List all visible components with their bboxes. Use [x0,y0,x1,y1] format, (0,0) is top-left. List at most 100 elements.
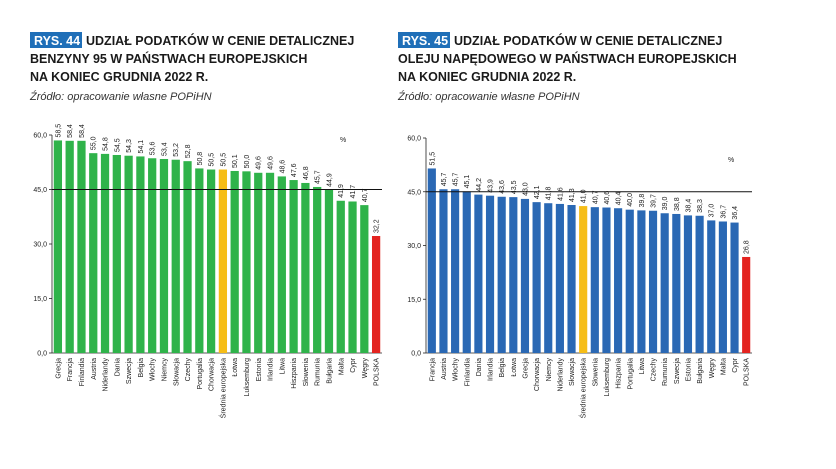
bar [637,210,646,353]
value-label: 41,7 [350,185,357,199]
bar [742,256,751,353]
x-tick-label: Dania [476,358,483,376]
value-label: 49,6 [256,156,263,170]
chart-title: BENZYNY 95 W PAŃSTWACH EUROPEJSKICH [30,51,307,66]
x-tick-label: Chorwacja [534,358,541,391]
value-label: 53,4 [161,142,168,156]
x-tick-label: Austria [441,358,448,380]
bar [100,153,110,353]
y-tick-label: 60,0 [407,136,421,143]
value-label: 41,9 [338,184,345,198]
x-tick-label: Słowenia [303,358,310,387]
value-label: 41,3 [569,188,576,202]
x-tick-label: Niemcy [546,358,553,382]
value-label: 41,6 [557,187,564,201]
chart-title: NA KONIEC GRUDNIA 2022 R. [30,70,208,84]
y-tick-label: 15,0 [33,296,47,303]
value-label: 53,2 [173,143,180,157]
x-tick-label: Niderlandy [103,358,110,392]
value-label: 39,7 [651,194,658,208]
x-tick-label: Szwecja [674,358,681,384]
bar [672,213,681,353]
value-label: 26,8 [744,240,751,254]
value-label: 53,6 [150,142,157,156]
unit: % [728,157,734,164]
bar [124,155,133,353]
bar [451,189,460,353]
value-label: 58,5 [55,124,62,138]
bar [360,205,369,353]
bar [289,180,298,353]
x-tick-label: Węgry [362,358,369,379]
x-tick-label: Luksemburg [604,358,611,397]
bar [497,196,506,353]
bar [206,169,216,353]
x-tick-label: POLSKA [744,358,751,386]
x-tick-label: Cypr [350,357,357,372]
bar [567,205,576,353]
x-tick-label: Węgry [709,358,716,379]
bar [112,154,121,353]
value-label: 47,6 [291,163,298,177]
x-tick-label: Słowacja [173,358,180,386]
x-tick-label: Chorwacja [209,358,216,391]
value-label: 48,6 [279,160,286,174]
x-tick-label: Francja [67,358,74,381]
x-tick-label: Łotwa [511,358,518,377]
y-tick-label: 30,0 [407,243,421,250]
x-tick-label: Czechy [185,358,192,382]
value-label: 54,5 [114,138,121,152]
x-tick-label: Szwecja [126,358,133,384]
chart-title: OLEJU NAPĘDOWEGO W PAŃSTWACH EUROPEJSKIC… [398,51,737,66]
x-tick-label: Słowacja [569,358,576,386]
value-label: 51,5 [429,152,436,166]
y-tick-label: 45,0 [33,187,47,194]
x-tick-label: Finlandia [79,358,86,387]
x-tick-label: Bułgaria [697,358,704,384]
bar [336,200,345,353]
x-tick-label: Hiszpania [616,358,623,389]
value-label: 32,2 [374,219,381,233]
x-tick-label: Włochy [150,358,157,381]
x-tick-label: Estonia [256,358,263,381]
x-tick-label: Słowenia [592,358,599,387]
x-tick-label: Portugalia [627,358,634,390]
bar [301,182,310,353]
value-label: 38,8 [674,197,681,211]
chart-title: UDZIAŁ PODATKÓW W CENIE DETALICZNEJ [454,33,722,48]
bar [474,194,483,353]
x-tick-label: Finlandia [464,358,471,387]
value-label: 40,7 [592,190,599,204]
source: Źródło: opracowanie własne POPiHN [397,90,580,103]
value-label: 55,0 [91,136,98,150]
value-label: 40,0 [627,193,634,207]
chart-title: NA KONIEC GRUDNIA 2022 R. [398,70,576,84]
value-label: 52,8 [185,144,192,158]
bar [544,203,553,353]
bar [660,213,669,353]
x-tick-label: POLSKA [374,358,381,386]
value-label: 50,5 [220,153,227,167]
bar [579,206,588,353]
bar [89,153,98,353]
x-tick-label: Rumunia [315,358,322,386]
value-label: 44,9 [326,173,333,187]
bar [695,215,704,353]
x-tick-label: Cypr [732,357,739,372]
bar [614,208,623,353]
badge-bg [30,32,82,48]
bar [532,202,541,353]
x-tick-label: Irlandia [268,358,275,381]
value-label: 41,8 [546,186,553,200]
value-label: 39,8 [639,194,646,208]
bar [348,201,357,353]
bar [77,140,86,353]
bar [159,158,169,353]
value-label: 49,6 [268,156,275,170]
value-label: 39,0 [662,197,669,211]
bar [555,203,564,353]
bar [730,222,739,353]
value-label: 42,1 [534,185,541,199]
x-tick-label: Niderlandy [557,358,564,392]
